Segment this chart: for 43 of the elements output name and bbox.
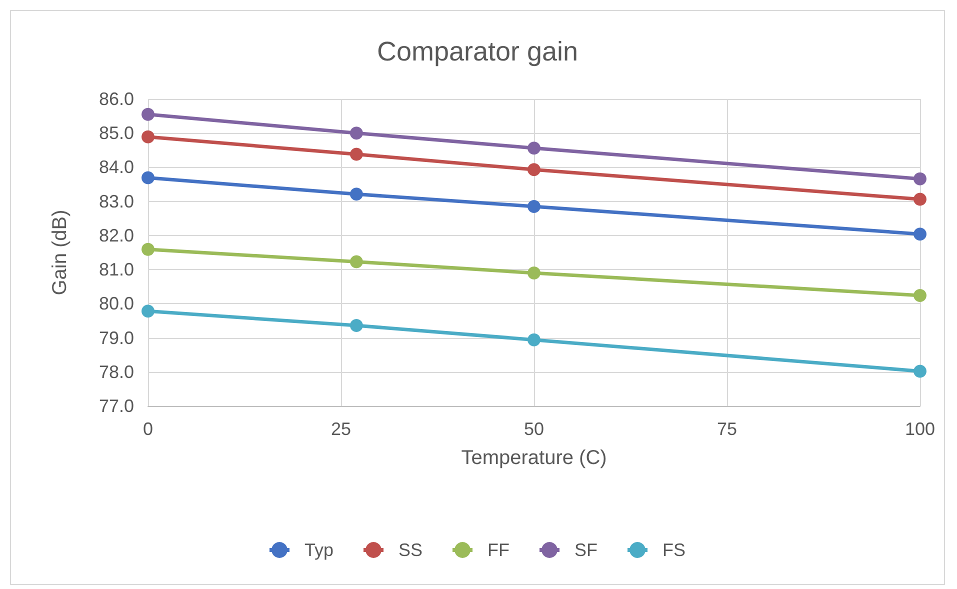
- point: [528, 266, 540, 280]
- chart-title: Comparator gain: [376, 36, 578, 66]
- point: [350, 126, 363, 140]
- point: [350, 148, 363, 161]
- point: [350, 255, 363, 268]
- point: [528, 142, 540, 155]
- point: [142, 108, 154, 121]
- y-tick-label: 79.0: [98, 328, 134, 348]
- x-tick-label: 75: [716, 419, 738, 439]
- y-tick-label: 80.0: [98, 294, 134, 314]
- y-tick-label: 84.0: [98, 157, 134, 178]
- point: [528, 200, 540, 213]
- point: [914, 192, 926, 206]
- point: [350, 319, 363, 332]
- legend-label: SS: [398, 540, 423, 560]
- legend-label: Typ: [304, 540, 334, 560]
- x-axis-title: Temperature (C): [461, 447, 607, 469]
- y-axis-title: Gain (dB): [49, 210, 71, 296]
- x-tick-label: 100: [904, 419, 936, 439]
- point: [142, 130, 154, 144]
- y-tick-label: 86.0: [98, 89, 134, 109]
- point: [914, 228, 926, 241]
- y-tick-label: 82.0: [98, 225, 134, 246]
- point: [914, 364, 926, 378]
- y-tick-label: 78.0: [98, 362, 134, 382]
- y-tick-label: 81.0: [98, 260, 134, 280]
- legend-label: SF: [574, 540, 598, 560]
- point: [528, 333, 540, 346]
- x-tick-label: 50: [524, 419, 544, 439]
- y-tick-label: 83.0: [98, 191, 134, 212]
- y-tick-label: 77.0: [98, 396, 134, 416]
- y-tick-label: 85.0: [98, 123, 134, 144]
- x-tick-label: 25: [330, 419, 352, 439]
- point: [528, 163, 540, 176]
- x-tick-label: 0: [142, 419, 154, 439]
- point: [914, 172, 926, 186]
- point: [142, 304, 154, 318]
- point: [142, 171, 154, 184]
- point: [914, 288, 926, 302]
- legend-label: FS: [662, 540, 686, 560]
- legend-label: FF: [488, 540, 510, 560]
- point: [350, 188, 363, 201]
- point: [142, 242, 154, 256]
